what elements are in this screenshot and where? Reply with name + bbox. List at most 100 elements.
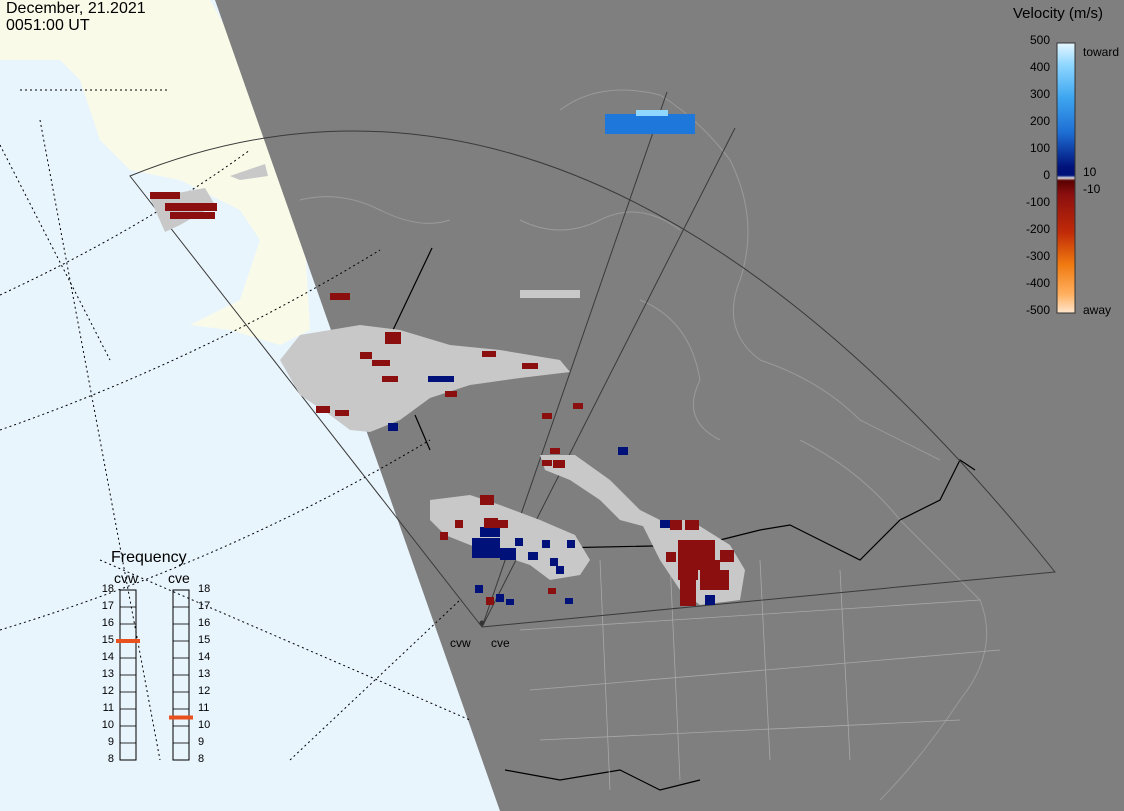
velocity-cell (480, 495, 494, 505)
velocity-cell (685, 520, 699, 530)
velocity-legend-title: Velocity (m/s) (1013, 5, 1104, 22)
velocity-cell (170, 212, 215, 219)
velocity-cell (550, 558, 558, 566)
scatter-patch (230, 164, 268, 180)
frequency-label-right: 14 (198, 651, 211, 663)
velocity-cell (556, 566, 564, 574)
velocity-cell (372, 360, 390, 366)
velocity-cell (445, 391, 457, 397)
velocity-tick-label: 0 (1043, 168, 1050, 182)
site-label-cvw: cvw (450, 636, 471, 650)
velocity-cell (498, 520, 508, 528)
scatter-patch (280, 325, 570, 432)
borders (392, 247, 976, 791)
frequency-marker-cvw (116, 639, 140, 643)
frequency-marker-cve (169, 715, 193, 720)
scatter-patch (520, 290, 580, 298)
velocity-cell (632, 116, 672, 126)
velocity-cell (428, 376, 454, 382)
frequency-radar1-label: cvw (114, 570, 139, 586)
frequency-title: Frequency (111, 549, 187, 566)
frequency-label-left: 15 (101, 634, 114, 646)
velocity-cell (666, 552, 676, 562)
velocity-cell (720, 550, 734, 562)
frequency-label-left: 10 (101, 719, 114, 731)
velocity-tick-label: -100 (1025, 195, 1050, 209)
time-label: 0051:00 UT (6, 17, 90, 34)
velocity-cell (542, 540, 550, 548)
night-region (215, 0, 1124, 811)
velocity-tick-label: -200 (1025, 222, 1050, 236)
velocity-cell (528, 552, 538, 560)
velocity-tick-label: -400 (1025, 276, 1050, 290)
velocity-cell (382, 376, 398, 382)
velocity-cell (475, 585, 483, 593)
frequency-label-left: 16 (101, 617, 114, 629)
velocity-cell (542, 413, 552, 419)
velocity-cell (548, 588, 556, 594)
latitude-grid (0, 89, 471, 761)
frequency-label-left: 11 (102, 702, 114, 714)
frequency-label-right: 10 (198, 719, 211, 731)
frequency-grid-lines (120, 606, 189, 744)
velocity-cells (150, 110, 734, 606)
velocity-cell (500, 548, 516, 560)
frequency-label-right: 16 (198, 617, 211, 629)
velocity-cell (670, 520, 682, 530)
velocity-cell (150, 192, 180, 199)
frequency-label-right: 18 (198, 583, 211, 595)
velocity-cell (522, 363, 538, 369)
inner-label-negative: -10 (1083, 182, 1101, 196)
frequency-label-right: 8 (198, 753, 205, 765)
velocity-tick-label: 100 (1029, 141, 1050, 155)
frequency-radar2-label: cve (168, 570, 190, 586)
frequency-label-left: 13 (101, 668, 114, 680)
frequency-label-right: 12 (198, 685, 211, 697)
velocity-cell (385, 332, 401, 344)
velocity-cell (680, 580, 696, 606)
frequency-label-right: 11 (198, 702, 210, 714)
velocity-cell (618, 447, 628, 455)
velocity-cell (388, 423, 398, 431)
frequency-label-right: 9 (198, 736, 205, 748)
velocity-cell (440, 532, 448, 540)
frequency-label-left: 9 (107, 736, 114, 748)
velocity-cell (705, 595, 715, 605)
scatter-patch (540, 455, 660, 528)
velocity-cell (542, 460, 552, 466)
inner-label-positive: 10 (1083, 165, 1097, 179)
velocity-cell (565, 598, 573, 604)
away-label: away (1083, 303, 1112, 317)
velocity-cell (660, 520, 670, 528)
velocity-cell (330, 293, 350, 300)
velocity-cell (506, 599, 514, 605)
velocity-cell (482, 351, 496, 357)
velocity-tick-label: -300 (1025, 249, 1050, 263)
velocity-cell (486, 597, 494, 605)
velocity-cell (496, 594, 504, 602)
frequency-label-right: 17 (198, 600, 211, 612)
velocity-cell (567, 540, 575, 548)
velocity-tick-label: -500 (1025, 303, 1050, 317)
velocity-cell (550, 448, 560, 454)
velocity-cell (636, 110, 668, 116)
frequency-label-left: 18 (101, 583, 114, 595)
velocity-tick-label: 200 (1029, 114, 1050, 128)
velocity-cell (553, 460, 565, 468)
frequency-label-right: 13 (198, 668, 211, 680)
velocity-tick-label: 400 (1029, 60, 1050, 74)
velocity-cell (455, 520, 463, 528)
velocity-cell (515, 538, 523, 546)
alaska-land (0, 0, 310, 345)
velocity-cell (678, 540, 698, 580)
date-label: December, 21.2021 (6, 0, 146, 17)
frequency-label-left: 14 (101, 651, 114, 663)
velocity-cell (480, 527, 500, 537)
velocity-cell (335, 410, 349, 416)
frequency-label-left: 8 (107, 753, 114, 765)
velocity-cell (484, 518, 498, 528)
velocity-cell (360, 352, 372, 359)
velocity-colorbar (1056, 42, 1076, 314)
